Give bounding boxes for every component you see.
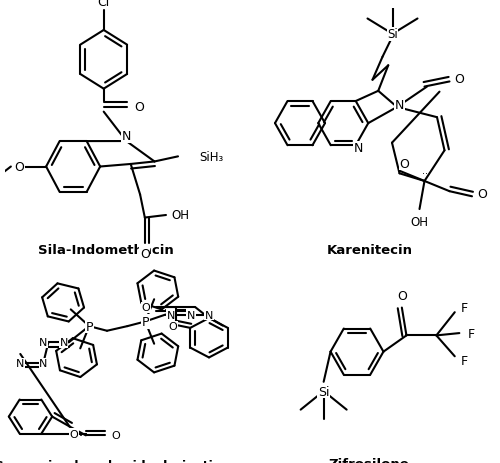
Text: F: F — [468, 327, 474, 340]
Text: O: O — [168, 322, 177, 332]
Text: P: P — [142, 315, 149, 328]
Text: O: O — [140, 247, 150, 260]
Text: F: F — [460, 355, 468, 368]
Text: O: O — [70, 429, 78, 439]
Text: O: O — [397, 290, 407, 303]
Text: N: N — [395, 99, 404, 112]
Text: O: O — [111, 431, 120, 440]
Text: O: O — [477, 188, 487, 201]
Text: Si: Si — [318, 385, 330, 398]
Text: Zifrosilone: Zifrosilone — [328, 457, 409, 463]
Text: Si: Si — [387, 28, 398, 41]
Text: SiH₃: SiH₃ — [199, 150, 224, 163]
Text: P: P — [86, 320, 93, 333]
Text: Sila-Indomethacin: Sila-Indomethacin — [38, 243, 174, 256]
Text: Cl: Cl — [98, 0, 110, 9]
Text: N: N — [39, 358, 48, 369]
Text: O: O — [454, 73, 464, 86]
Text: N: N — [354, 142, 363, 155]
Text: OH: OH — [171, 209, 189, 222]
Text: F: F — [460, 301, 468, 314]
Text: N: N — [187, 310, 196, 320]
Text: O: O — [400, 157, 409, 170]
Text: N: N — [16, 358, 24, 369]
Text: O: O — [14, 161, 24, 174]
Text: O: O — [142, 302, 150, 313]
Text: N: N — [166, 310, 175, 320]
Text: OH: OH — [410, 216, 428, 229]
Text: N: N — [60, 338, 68, 348]
Text: Karenitecin: Karenitecin — [327, 243, 413, 256]
Text: O: O — [134, 101, 144, 114]
Text: ···: ··· — [422, 169, 431, 179]
Text: Coumarin phosphazide derivative: Coumarin phosphazide derivative — [0, 459, 230, 463]
Text: N: N — [122, 130, 131, 143]
Text: N: N — [39, 338, 48, 348]
Text: N: N — [205, 310, 213, 320]
